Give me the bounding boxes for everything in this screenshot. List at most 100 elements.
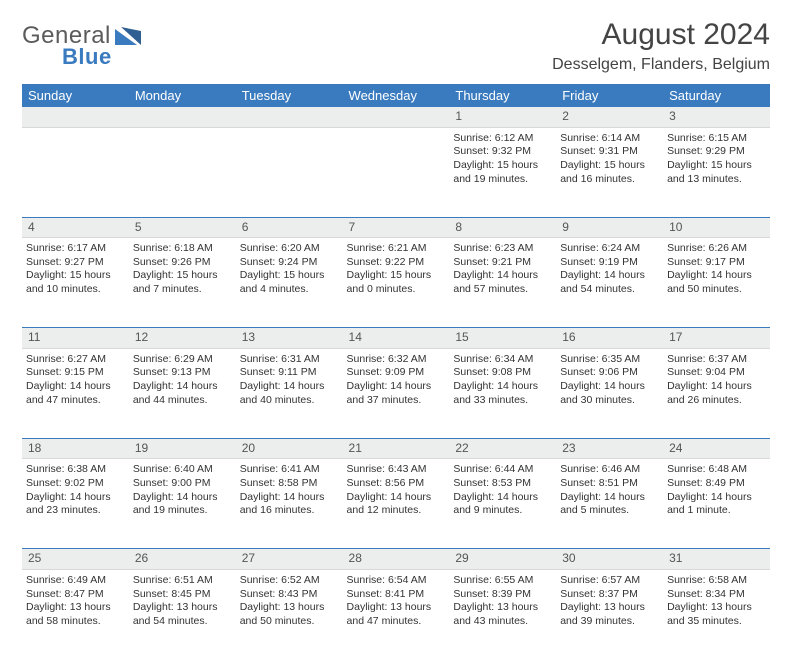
day-cell: Sunrise: 6:31 AMSunset: 9:11 PMDaylight:…: [236, 348, 343, 438]
day-number: 23: [556, 438, 663, 459]
day-header: Monday: [129, 84, 236, 107]
daylight-line: Daylight: 15 hours and 0 minutes.: [347, 269, 446, 296]
daynum-row: 45678910: [22, 217, 770, 238]
sunrise-line: Sunrise: 6:27 AM: [26, 353, 125, 367]
daylight-line: Daylight: 14 hours and 30 minutes.: [560, 380, 659, 407]
day-cell: Sunrise: 6:18 AMSunset: 9:26 PMDaylight:…: [129, 238, 236, 328]
sunrise-line: Sunrise: 6:29 AM: [133, 353, 232, 367]
brand-part2: Blue: [62, 44, 112, 70]
sunset-line: Sunset: 9:22 PM: [347, 256, 446, 270]
day-number: 17: [663, 328, 770, 349]
daylight-line: Daylight: 13 hours and 58 minutes.: [26, 601, 125, 628]
daynum-row: 25262728293031: [22, 549, 770, 570]
sunset-line: Sunset: 8:49 PM: [667, 477, 766, 491]
sunset-line: Sunset: 9:11 PM: [240, 366, 339, 380]
day-cell: [129, 127, 236, 217]
day-cell: Sunrise: 6:32 AMSunset: 9:09 PMDaylight:…: [343, 348, 450, 438]
sunset-line: Sunset: 8:39 PM: [453, 588, 552, 602]
daylight-line: Daylight: 13 hours and 39 minutes.: [560, 601, 659, 628]
day-cell: Sunrise: 6:46 AMSunset: 8:51 PMDaylight:…: [556, 459, 663, 549]
day-number: 31: [663, 549, 770, 570]
day-cell: [22, 127, 129, 217]
calendar-header-row: SundayMondayTuesdayWednesdayThursdayFrid…: [22, 84, 770, 107]
detail-row: Sunrise: 6:49 AMSunset: 8:47 PMDaylight:…: [22, 569, 770, 659]
sunrise-line: Sunrise: 6:58 AM: [667, 574, 766, 588]
sunset-line: Sunset: 9:09 PM: [347, 366, 446, 380]
daylight-line: Daylight: 14 hours and 5 minutes.: [560, 491, 659, 518]
day-number: 25: [22, 549, 129, 570]
detail-row: Sunrise: 6:38 AMSunset: 9:02 PMDaylight:…: [22, 459, 770, 549]
daylight-line: Daylight: 14 hours and 9 minutes.: [453, 491, 552, 518]
day-cell: Sunrise: 6:40 AMSunset: 9:00 PMDaylight:…: [129, 459, 236, 549]
day-number: 11: [22, 328, 129, 349]
daylight-line: Daylight: 13 hours and 35 minutes.: [667, 601, 766, 628]
sunrise-line: Sunrise: 6:34 AM: [453, 353, 552, 367]
day-cell: Sunrise: 6:12 AMSunset: 9:32 PMDaylight:…: [449, 127, 556, 217]
sunset-line: Sunset: 8:58 PM: [240, 477, 339, 491]
day-cell: Sunrise: 6:49 AMSunset: 8:47 PMDaylight:…: [22, 569, 129, 659]
day-number: 3: [663, 107, 770, 127]
daynum-row: 11121314151617: [22, 328, 770, 349]
day-cell: Sunrise: 6:52 AMSunset: 8:43 PMDaylight:…: [236, 569, 343, 659]
day-number: 27: [236, 549, 343, 570]
sunset-line: Sunset: 8:37 PM: [560, 588, 659, 602]
day-number: 4: [22, 217, 129, 238]
sunrise-line: Sunrise: 6:52 AM: [240, 574, 339, 588]
sunrise-line: Sunrise: 6:17 AM: [26, 242, 125, 256]
day-cell: Sunrise: 6:29 AMSunset: 9:13 PMDaylight:…: [129, 348, 236, 438]
sunrise-line: Sunrise: 6:18 AM: [133, 242, 232, 256]
sunset-line: Sunset: 9:13 PM: [133, 366, 232, 380]
sunrise-line: Sunrise: 6:35 AM: [560, 353, 659, 367]
sunrise-line: Sunrise: 6:48 AM: [667, 463, 766, 477]
sunrise-line: Sunrise: 6:32 AM: [347, 353, 446, 367]
day-cell: [236, 127, 343, 217]
day-cell: Sunrise: 6:26 AMSunset: 9:17 PMDaylight:…: [663, 238, 770, 328]
sunrise-line: Sunrise: 6:41 AM: [240, 463, 339, 477]
sunrise-line: Sunrise: 6:54 AM: [347, 574, 446, 588]
day-number: 18: [22, 438, 129, 459]
day-number: 20: [236, 438, 343, 459]
brand-logo: General Blue: [22, 22, 145, 50]
sunrise-line: Sunrise: 6:57 AM: [560, 574, 659, 588]
sunset-line: Sunset: 9:02 PM: [26, 477, 125, 491]
day-cell: [343, 127, 450, 217]
day-cell: Sunrise: 6:23 AMSunset: 9:21 PMDaylight:…: [449, 238, 556, 328]
day-cell: Sunrise: 6:27 AMSunset: 9:15 PMDaylight:…: [22, 348, 129, 438]
daylight-line: Daylight: 13 hours and 54 minutes.: [133, 601, 232, 628]
daylight-line: Daylight: 15 hours and 13 minutes.: [667, 159, 766, 186]
daylight-line: Daylight: 15 hours and 19 minutes.: [453, 159, 552, 186]
sunrise-line: Sunrise: 6:43 AM: [347, 463, 446, 477]
daylight-line: Daylight: 14 hours and 26 minutes.: [667, 380, 766, 407]
sunset-line: Sunset: 9:15 PM: [26, 366, 125, 380]
day-header: Friday: [556, 84, 663, 107]
sunrise-line: Sunrise: 6:49 AM: [26, 574, 125, 588]
daylight-line: Daylight: 14 hours and 23 minutes.: [26, 491, 125, 518]
day-cell: Sunrise: 6:38 AMSunset: 9:02 PMDaylight:…: [22, 459, 129, 549]
sunset-line: Sunset: 9:26 PM: [133, 256, 232, 270]
sunrise-line: Sunrise: 6:20 AM: [240, 242, 339, 256]
sunrise-line: Sunrise: 6:21 AM: [347, 242, 446, 256]
day-number: [236, 107, 343, 127]
day-cell: Sunrise: 6:34 AMSunset: 9:08 PMDaylight:…: [449, 348, 556, 438]
daylight-line: Daylight: 15 hours and 16 minutes.: [560, 159, 659, 186]
day-number: 14: [343, 328, 450, 349]
day-cell: Sunrise: 6:55 AMSunset: 8:39 PMDaylight:…: [449, 569, 556, 659]
day-number: 9: [556, 217, 663, 238]
sunrise-line: Sunrise: 6:44 AM: [453, 463, 552, 477]
day-header: Sunday: [22, 84, 129, 107]
day-number: 12: [129, 328, 236, 349]
day-cell: Sunrise: 6:48 AMSunset: 8:49 PMDaylight:…: [663, 459, 770, 549]
day-header: Tuesday: [236, 84, 343, 107]
sunset-line: Sunset: 8:53 PM: [453, 477, 552, 491]
sunset-line: Sunset: 9:24 PM: [240, 256, 339, 270]
daylight-line: Daylight: 14 hours and 37 minutes.: [347, 380, 446, 407]
day-number: 29: [449, 549, 556, 570]
daynum-row: 123: [22, 107, 770, 127]
detail-row: Sunrise: 6:17 AMSunset: 9:27 PMDaylight:…: [22, 238, 770, 328]
daylight-line: Daylight: 13 hours and 43 minutes.: [453, 601, 552, 628]
sunset-line: Sunset: 9:21 PM: [453, 256, 552, 270]
daylight-line: Daylight: 14 hours and 54 minutes.: [560, 269, 659, 296]
day-cell: Sunrise: 6:20 AMSunset: 9:24 PMDaylight:…: [236, 238, 343, 328]
daylight-line: Daylight: 13 hours and 50 minutes.: [240, 601, 339, 628]
sunset-line: Sunset: 9:08 PM: [453, 366, 552, 380]
